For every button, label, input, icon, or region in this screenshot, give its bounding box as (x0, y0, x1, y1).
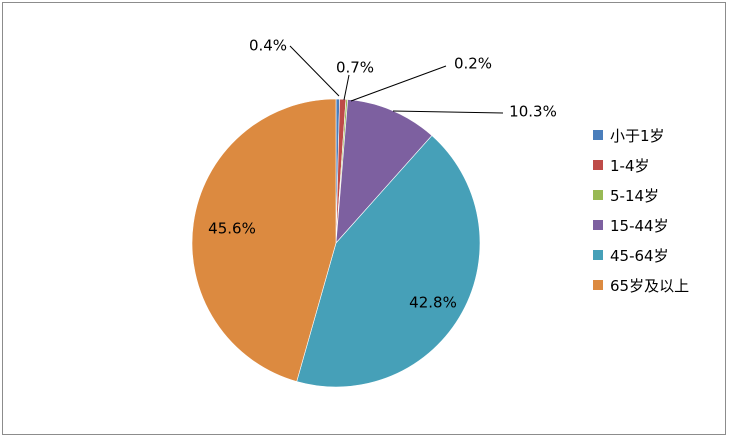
chart-frame: 0.4% 0.7% 0.2% 10.3% 42.8% 45.6% 小于1岁 1-4岁 5-14… (2, 2, 726, 435)
leader-line-1 (289, 45, 340, 97)
legend-swatch (593, 220, 603, 230)
pie-slice-4 (335, 99, 433, 244)
legend-swatch (593, 130, 603, 140)
data-label-2: 0.7% (336, 59, 374, 77)
legend-swatch (593, 190, 603, 200)
data-label-4: 10.3% (509, 103, 557, 121)
legend-item-5: 45-64岁 (593, 240, 689, 270)
legend-item-4: 15-44岁 (593, 210, 689, 240)
data-label-5: 42.8% (409, 294, 457, 312)
legend: 小于1岁 1-4岁 5-14岁 15-44岁 45-64岁 65岁及以上 (593, 120, 689, 300)
legend-label: 5-14岁 (610, 186, 660, 205)
data-label-3: 0.2% (454, 55, 492, 73)
legend-label: 65岁及以上 (610, 276, 690, 295)
data-label-1: 0.4% (249, 37, 287, 55)
legend-item-3: 5-14岁 (593, 180, 689, 210)
pie-chart: 0.4% 0.7% 0.2% 10.3% 42.8% 45.6% (191, 37, 557, 388)
legend-swatch (593, 250, 603, 260)
leader-line-4 (392, 110, 504, 114)
pie-slice-5 (296, 135, 481, 388)
legend-label: 小于1岁 (610, 126, 665, 145)
legend-label: 45-64岁 (610, 246, 669, 265)
legend-item-2: 1-4岁 (593, 150, 689, 180)
legend-label: 15-44岁 (610, 216, 669, 235)
legend-swatch (593, 280, 603, 290)
legend-label: 1-4岁 (610, 156, 650, 175)
pie-slice-6 (191, 98, 337, 382)
legend-item-1: 小于1岁 (593, 120, 689, 150)
leader-line-2 (343, 74, 350, 101)
leader-line-3 (350, 65, 447, 102)
data-label-6: 45.6% (208, 220, 256, 238)
legend-item-6: 65岁及以上 (593, 270, 689, 300)
legend-swatch (593, 160, 603, 170)
